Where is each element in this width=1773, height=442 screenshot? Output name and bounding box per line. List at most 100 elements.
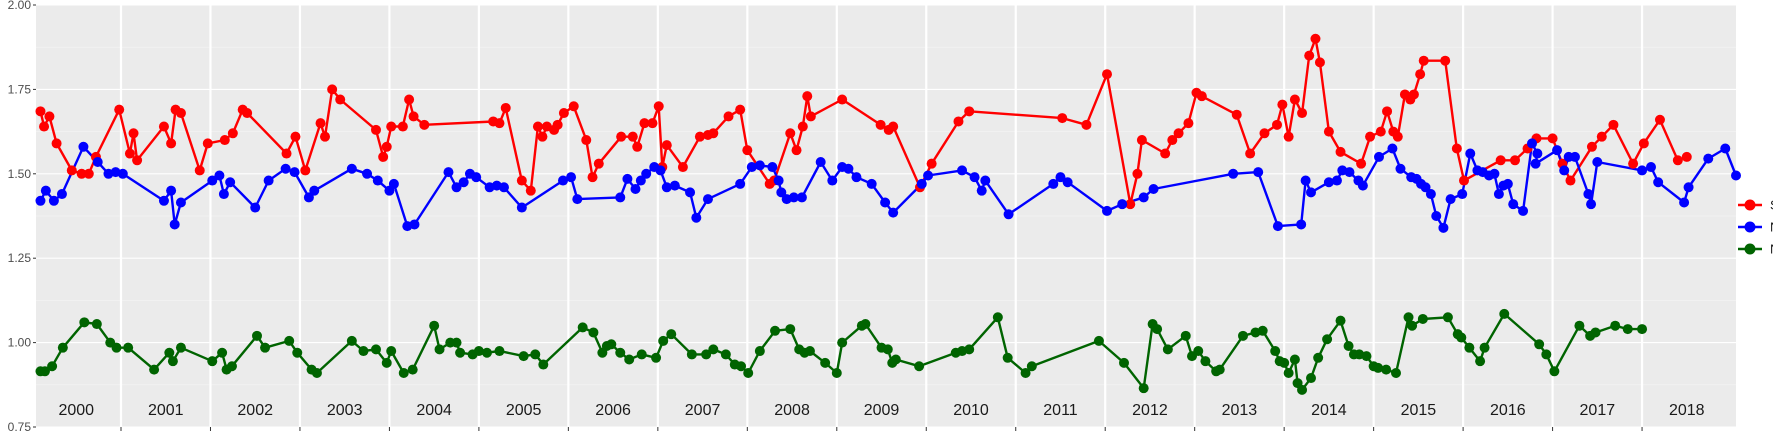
data-point-ndwi bbox=[686, 349, 697, 360]
data-point-ndvi bbox=[56, 189, 67, 200]
data-point-ndwi bbox=[720, 349, 731, 360]
data-point-ndwi bbox=[1200, 356, 1211, 367]
data-point-swir bbox=[1596, 131, 1607, 142]
data-point-ndwi bbox=[708, 344, 719, 355]
data-point-ndwi bbox=[518, 351, 529, 362]
data-point-ndwi bbox=[381, 357, 392, 368]
data-point-ndwi bbox=[1119, 357, 1129, 368]
data-point-ndvi bbox=[1102, 205, 1112, 216]
data-point-ndvi bbox=[1583, 189, 1594, 200]
data-point-swir bbox=[378, 151, 389, 162]
data-point-swir bbox=[552, 119, 563, 130]
data-point-swir bbox=[1418, 55, 1429, 66]
data-point-swir bbox=[114, 104, 125, 115]
data-point-swir bbox=[735, 104, 746, 115]
data-point-swir bbox=[1382, 106, 1393, 117]
x-axis: 2000 2001 2002 2003 2004 2005 2006 2007 2008 2009… bbox=[58, 402, 1705, 431]
data-point-ndwi bbox=[1637, 324, 1648, 335]
data-point-ndwi bbox=[666, 329, 677, 340]
data-point-ndvi bbox=[685, 187, 696, 198]
data-point-swir bbox=[1314, 57, 1325, 68]
data-point-ndvi bbox=[1731, 170, 1741, 181]
data-point-ndvi bbox=[558, 175, 568, 186]
data-point-swir bbox=[1081, 119, 1092, 130]
year-label: 2005 bbox=[506, 402, 542, 419]
data-point-ndvi bbox=[250, 202, 261, 213]
data-point-ndvi bbox=[735, 178, 746, 189]
data-point-ndvi bbox=[1569, 151, 1580, 162]
data-point-swir bbox=[1245, 148, 1256, 159]
data-point-swir bbox=[558, 108, 569, 119]
data-point-ndvi bbox=[443, 167, 454, 178]
data-point-ndvi bbox=[1445, 194, 1456, 205]
data-point-ndvi bbox=[117, 168, 128, 179]
data-point-ndwi bbox=[1306, 373, 1316, 384]
data-point-ndwi bbox=[636, 349, 647, 360]
data-point-ndvi bbox=[866, 178, 877, 189]
data-point-ndvi bbox=[661, 182, 672, 193]
year-label: 2012 bbox=[1132, 402, 1168, 419]
data-point-ndwi bbox=[1322, 334, 1333, 345]
data-point-ndvi bbox=[207, 175, 218, 186]
data-point-swir bbox=[76, 168, 87, 179]
data-point-ndwi bbox=[1574, 320, 1585, 331]
data-point-swir bbox=[1654, 114, 1665, 125]
data-point-ndvi bbox=[1117, 199, 1128, 210]
data-point-ndwi bbox=[398, 367, 409, 378]
data-point-swir bbox=[397, 121, 408, 132]
data-point-swir bbox=[219, 135, 230, 146]
data-point-swir bbox=[677, 162, 688, 173]
data-point-ndvi bbox=[1148, 183, 1159, 194]
series-layer bbox=[35, 33, 1741, 395]
data-point-swir bbox=[647, 118, 658, 129]
data-point-ndwi bbox=[1289, 354, 1300, 365]
data-point-swir bbox=[568, 101, 579, 112]
data-point-ndwi bbox=[311, 367, 322, 378]
data-point-ndvi bbox=[1272, 221, 1283, 232]
data-point-swir bbox=[661, 140, 672, 151]
data-point-ndvi bbox=[451, 182, 462, 193]
data-point-ndwi bbox=[123, 342, 134, 353]
year-label: 2004 bbox=[416, 402, 452, 419]
data-point-ndvi bbox=[225, 177, 236, 188]
data-point-ndwi bbox=[260, 342, 271, 353]
data-point-ndvi bbox=[1138, 192, 1149, 203]
data-point-ndvi bbox=[1502, 178, 1513, 189]
data-point-ndwi bbox=[1534, 339, 1545, 350]
data-point-swir bbox=[1681, 151, 1692, 162]
data-point-ndwi bbox=[1138, 383, 1149, 394]
year-label: 2002 bbox=[237, 402, 273, 419]
data-point-swir bbox=[1335, 146, 1346, 157]
data-point-ndvi bbox=[1253, 167, 1264, 178]
data-point-ndwi bbox=[1257, 325, 1268, 336]
data-point-ndwi bbox=[831, 367, 842, 378]
data-point-swir bbox=[875, 119, 886, 130]
data-point-swir bbox=[593, 158, 604, 169]
data-point-ndvi bbox=[916, 178, 927, 189]
data-point-ndwi bbox=[1026, 361, 1037, 372]
data-point-ndvi bbox=[346, 163, 357, 174]
data-point-swir bbox=[1102, 69, 1112, 80]
data-point-ndwi bbox=[1270, 346, 1281, 357]
y-tick-label: 1.00 bbox=[8, 336, 32, 350]
data-point-ndvi bbox=[263, 175, 274, 186]
data-point-ndwi bbox=[1238, 330, 1248, 341]
data-point-swir bbox=[281, 148, 292, 159]
data-point-ndvi bbox=[40, 185, 51, 196]
data-point-ndvi bbox=[48, 195, 59, 206]
data-point-ndwi bbox=[207, 356, 218, 367]
data-point-ndvi bbox=[796, 192, 807, 203]
data-point-ndwi bbox=[992, 312, 1003, 323]
data-point-ndwi bbox=[1297, 384, 1308, 395]
data-point-ndwi bbox=[1361, 351, 1372, 362]
data-point-ndvi bbox=[1559, 165, 1570, 176]
data-point-ndvi bbox=[566, 172, 577, 183]
data-point-ndvi bbox=[1527, 138, 1537, 149]
data-point-swir bbox=[166, 138, 177, 149]
data-point-swir bbox=[1277, 99, 1288, 110]
data-point-ndvi bbox=[923, 170, 934, 181]
data-point-ndwi bbox=[804, 346, 815, 357]
legend-label: NDWI bbox=[1770, 242, 1773, 257]
data-point-swir bbox=[888, 121, 899, 132]
data-point-swir bbox=[1057, 113, 1068, 124]
